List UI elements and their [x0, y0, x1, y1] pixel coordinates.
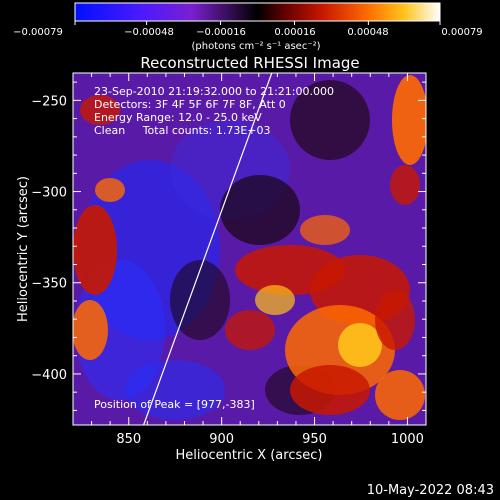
chart-title: Reconstructed RHESSI Image — [140, 54, 359, 72]
y-tick-label: −350 — [31, 277, 67, 292]
flux-region — [80, 95, 120, 125]
y-tick-label: −400 — [31, 368, 67, 383]
colorbar-ticks — [74, 21, 441, 25]
flux-region — [300, 215, 350, 245]
colorbar — [74, 2, 441, 22]
colorbar-tick-label: 0.00079 — [441, 27, 482, 38]
flux-region — [290, 80, 370, 160]
plot-frame — [72, 72, 427, 426]
flux-region — [375, 290, 415, 350]
y-axis-label: Heliocentric Y (arcsec) — [16, 176, 31, 322]
flux-region — [73, 205, 117, 295]
axis-ticks — [73, 73, 426, 425]
colorbar-tick-label: −0.00016 — [196, 27, 246, 38]
x-tick-label: 850 — [116, 432, 141, 447]
flux-region — [390, 165, 420, 205]
x-tick-label: 1000 — [391, 432, 424, 447]
flux-region — [290, 365, 370, 415]
flux-region — [338, 323, 382, 367]
y-tick-label: −250 — [31, 94, 67, 109]
colorbar-tick-label: −0.00048 — [124, 27, 174, 38]
flux-region — [225, 310, 275, 350]
energy-annotation: Energy Range: 12.0 - 25.0 keV — [94, 111, 262, 124]
flux-region — [95, 178, 125, 202]
flux-region — [170, 260, 230, 340]
detectors-annotation: Detectors: 3F 4F 5F 6F 7F 8F, Att 0 — [94, 98, 286, 111]
x-axis-label: Heliocentric X (arcsec) — [176, 448, 323, 463]
flux-region — [375, 370, 425, 420]
peak-annotation: Position of Peak = [977,-383] — [94, 398, 255, 411]
flux-region — [255, 285, 295, 315]
flux-region — [125, 360, 225, 420]
clean-annotation: Clean Total counts: 1.73E+03 — [94, 124, 271, 137]
image-area — [73, 73, 426, 425]
y-tick-label: −300 — [31, 186, 67, 201]
time-annotation: 23-Sep-2010 21:19:32.000 to 21:21:00.000 — [94, 85, 334, 98]
x-tick-label: 900 — [209, 432, 234, 447]
flux-region — [392, 75, 426, 165]
colorbar-tick-label: 0.00048 — [347, 27, 388, 38]
x-tick-label: 950 — [302, 432, 327, 447]
solar-limb-line — [143, 73, 273, 425]
footer-date: 10-May-2022 08:43 — [367, 483, 494, 498]
colorbar-unit-label: (photons cm⁻² s⁻¹ asec⁻²) — [191, 41, 320, 52]
flux-region — [220, 175, 300, 245]
colorbar-tick-label: 0.00016 — [274, 27, 315, 38]
flux-region — [73, 300, 108, 360]
flux-region — [75, 260, 165, 400]
colorbar-tick-label: −0.00079 — [13, 27, 63, 38]
flux-structures — [73, 75, 426, 420]
